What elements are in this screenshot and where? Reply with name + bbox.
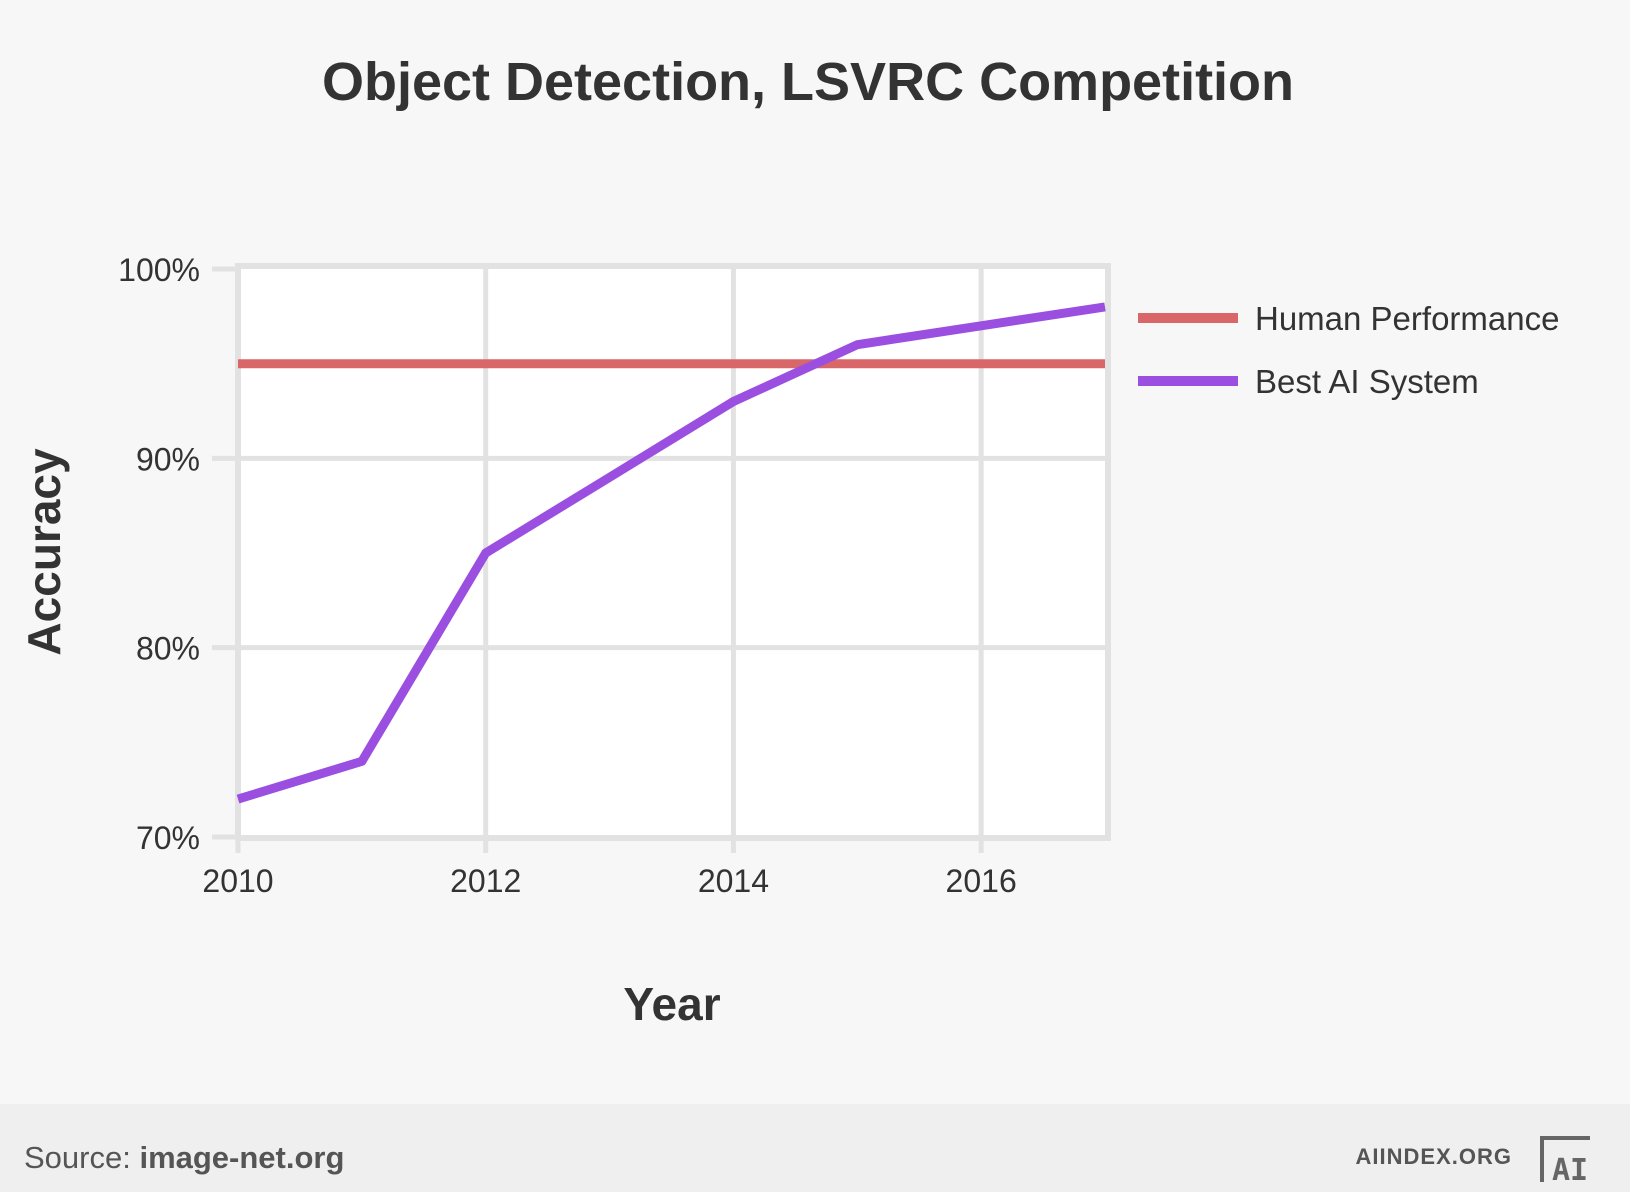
chart-title: Object Detection, LSVRC Competition bbox=[322, 52, 1294, 112]
ai-logo-text: AI bbox=[1552, 1153, 1588, 1188]
ai-logo-icon: AI bbox=[1540, 1136, 1590, 1188]
x-tick-label: 2012 bbox=[450, 863, 521, 899]
series-lines bbox=[236, 302, 1106, 804]
legend-label: Best AI System bbox=[1255, 363, 1479, 400]
x-tick-label: 2016 bbox=[946, 863, 1017, 899]
x-tick-label: 2014 bbox=[698, 863, 769, 899]
y-tick-label: 80% bbox=[136, 631, 200, 667]
footer-bar bbox=[0, 1104, 1630, 1192]
x-tick-label: 2010 bbox=[202, 863, 273, 899]
series-line-best-ai-system bbox=[236, 302, 1106, 804]
tick-marks bbox=[212, 266, 984, 853]
source-prefix: Source: bbox=[24, 1140, 139, 1175]
x-axis-title: Year bbox=[623, 978, 720, 1030]
y-axis-title: Accuracy bbox=[18, 448, 70, 656]
y-tick-label: 100% bbox=[118, 252, 200, 288]
source-text: Source: image-net.org bbox=[24, 1140, 344, 1175]
source-site: image-net.org bbox=[139, 1140, 344, 1175]
y-tick-labels: 70% 80% 90% 100% bbox=[118, 252, 200, 856]
legend: Human Performance Best AI System bbox=[1138, 300, 1559, 400]
legend-label: Human Performance bbox=[1255, 300, 1559, 337]
y-tick-label: 90% bbox=[136, 441, 200, 477]
brand-text: AIINDEX.ORG bbox=[1356, 1144, 1512, 1169]
x-tick-labels: 2010 2012 2014 2016 bbox=[202, 863, 1016, 899]
y-tick-label: 70% bbox=[136, 820, 200, 856]
